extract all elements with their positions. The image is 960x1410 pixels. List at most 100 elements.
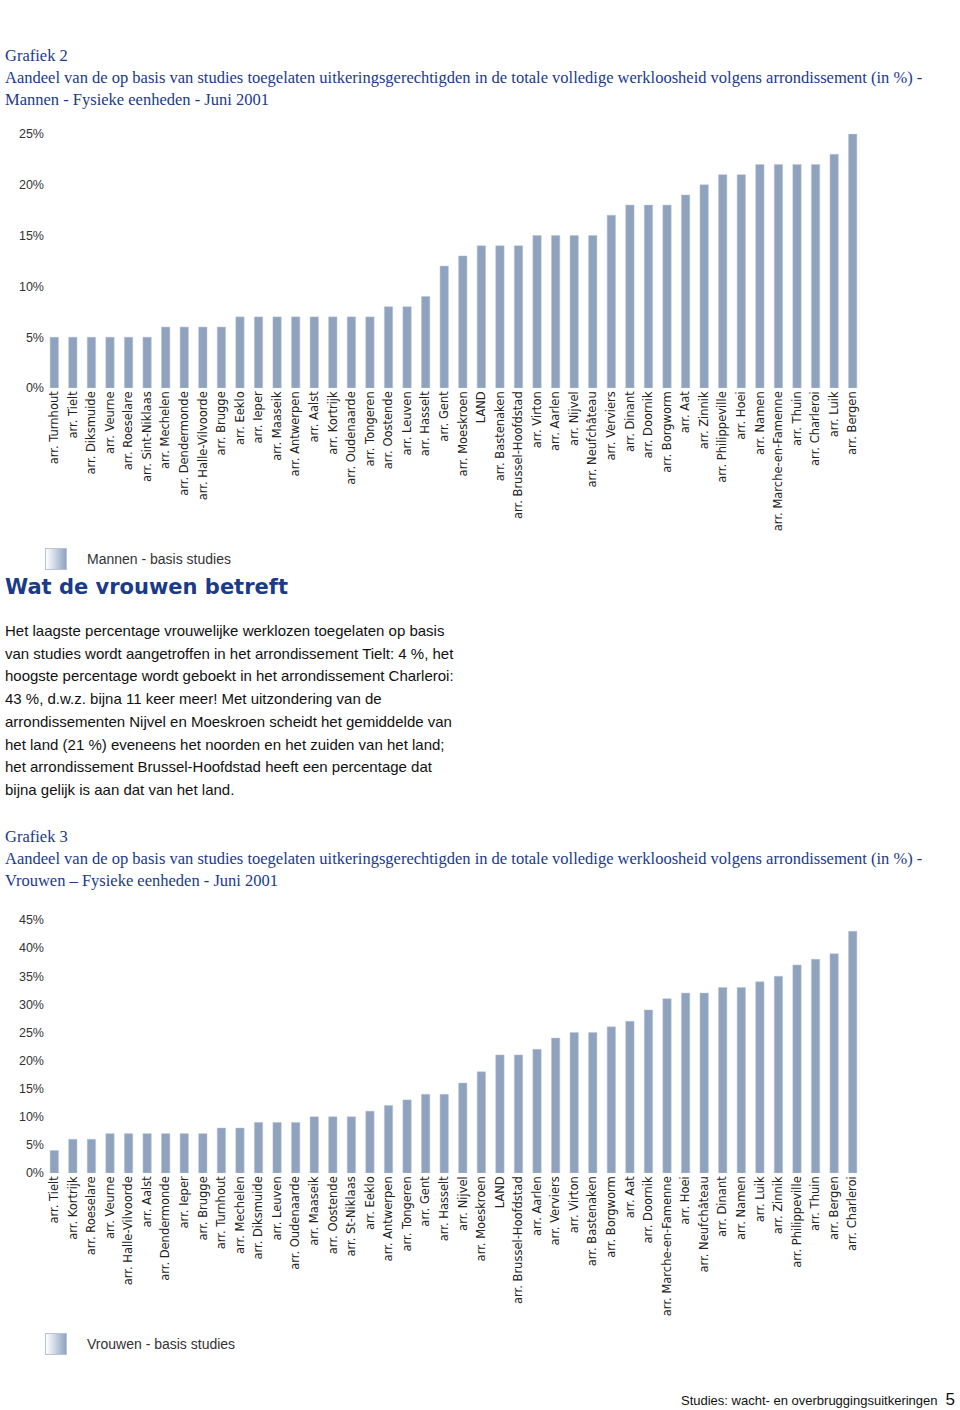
svg-text:arr. Hoei: arr. Hoei <box>734 391 748 440</box>
svg-text:arr. Namen: arr. Namen <box>753 391 767 455</box>
svg-text:arr. Verviers: arr. Verviers <box>604 391 618 460</box>
svg-text:arr. Verviers: arr. Verviers <box>548 1176 562 1245</box>
svg-text:arr. Leuven: arr. Leuven <box>270 1176 284 1240</box>
svg-text:10%: 10% <box>19 1110 44 1124</box>
svg-text:arr. Antwerpen: arr. Antwerpen <box>288 391 302 476</box>
svg-text:arr. Doornik: arr. Doornik <box>641 391 655 458</box>
svg-text:arr. Doornik: arr. Doornik <box>641 1176 655 1243</box>
svg-text:arr. Brugge: arr. Brugge <box>214 391 228 455</box>
svg-text:arr. Philippeville: arr. Philippeville <box>790 1176 804 1268</box>
svg-text:arr. Veurne: arr. Veurne <box>103 1176 117 1239</box>
svg-text:arr. Moeskroen: arr. Moeskroen <box>456 391 470 476</box>
svg-text:0%: 0% <box>26 1166 44 1180</box>
svg-text:arr. Kortrijk: arr. Kortrijk <box>66 1176 80 1240</box>
svg-text:arr. St-Niklaas: arr. St-Niklaas <box>344 1176 358 1256</box>
svg-text:arr. Hoei: arr. Hoei <box>678 1176 692 1225</box>
svg-text:arr. Dinant: arr. Dinant <box>623 391 637 452</box>
svg-text:arr. Oostende: arr. Oostende <box>326 1176 340 1254</box>
svg-text:arr. Roeselare: arr. Roeselare <box>84 1176 98 1255</box>
svg-text:arr. Brussel-Hoofdstad: arr. Brussel-Hoofdstad <box>511 391 525 519</box>
svg-text:30%: 30% <box>19 998 44 1012</box>
svg-text:arr. Zinnik: arr. Zinnik <box>697 391 711 449</box>
svg-text:arr. Virton: arr. Virton <box>530 391 544 448</box>
svg-text:arr. Virton: arr. Virton <box>567 1176 581 1233</box>
svg-text:arr. Turnhout: arr. Turnhout <box>47 391 61 465</box>
svg-text:arr. Mechelen: arr. Mechelen <box>233 1176 247 1254</box>
svg-text:arr. Tielt: arr. Tielt <box>66 391 80 439</box>
svg-text:arr. Bastenaken: arr. Bastenaken <box>585 1176 599 1266</box>
svg-text:arr. Aat: arr. Aat <box>678 391 692 433</box>
svg-text:arr. Luik: arr. Luik <box>753 1176 767 1222</box>
svg-text:arr. Moeskroen: arr. Moeskroen <box>474 1176 488 1261</box>
svg-text:15%: 15% <box>19 229 44 243</box>
svg-text:arr. Zinnik: arr. Zinnik <box>771 1176 785 1234</box>
svg-text:arr. Thuin: arr. Thuin <box>808 1176 822 1231</box>
svg-text:arr. Aat: arr. Aat <box>623 1176 637 1218</box>
svg-text:arr. Aalst: arr. Aalst <box>307 391 321 443</box>
svg-text:arr. Gent: arr. Gent <box>418 1176 432 1227</box>
svg-text:15%: 15% <box>19 1082 44 1096</box>
svg-text:arr. Luik: arr. Luik <box>827 391 841 437</box>
svg-text:arr. Halle-Vilvoorde: arr. Halle-Vilvoorde <box>121 1176 135 1285</box>
svg-text:45%: 45% <box>19 913 44 927</box>
svg-text:LAND: LAND <box>493 1176 507 1208</box>
svg-text:arr. Dendermonde: arr. Dendermonde <box>158 1176 172 1281</box>
svg-text:arr. Roeselare: arr. Roeselare <box>121 391 135 470</box>
svg-text:arr. Marche-en-Famenne: arr. Marche-en-Famenne <box>660 1176 674 1316</box>
svg-text:arr. Borgworm: arr. Borgworm <box>604 1176 618 1257</box>
svg-text:arr. Maaseik: arr. Maaseik <box>270 391 284 461</box>
svg-text:35%: 35% <box>19 970 44 984</box>
svg-text:arr. Antwerpen: arr. Antwerpen <box>381 1176 395 1261</box>
svg-text:arr. Aalst: arr. Aalst <box>140 1176 154 1228</box>
svg-text:arr. Brugge: arr. Brugge <box>196 1176 210 1240</box>
svg-text:arr. Charleroi: arr. Charleroi <box>808 391 822 466</box>
svg-text:0%: 0% <box>26 381 44 395</box>
svg-text:arr. Thuin: arr. Thuin <box>790 391 804 446</box>
svg-text:5%: 5% <box>26 331 44 345</box>
svg-text:25%: 25% <box>19 1026 44 1040</box>
svg-text:arr. Sint-Niklaas: arr. Sint-Niklaas <box>140 391 154 482</box>
svg-text:arr. Ieper: arr. Ieper <box>177 1176 191 1228</box>
svg-text:arr. Eeklo: arr. Eeklo <box>233 391 247 445</box>
svg-text:arr. Oudenaarde: arr. Oudenaarde <box>288 1176 302 1270</box>
svg-text:arr. Hasselt: arr. Hasselt <box>437 1176 451 1242</box>
svg-text:arr. Dendermonde: arr. Dendermonde <box>177 391 191 496</box>
svg-text:20%: 20% <box>19 178 44 192</box>
svg-text:arr. Ieper: arr. Ieper <box>251 391 265 443</box>
svg-text:arr. Turnhout: arr. Turnhout <box>214 1176 228 1250</box>
svg-text:arr. Borgworm: arr. Borgworm <box>660 391 674 472</box>
svg-text:arr. Halle-Vilvoorde: arr. Halle-Vilvoorde <box>196 391 210 500</box>
svg-text:arr. Tongeren: arr. Tongeren <box>363 391 377 466</box>
svg-text:arr. Bergen: arr. Bergen <box>827 1176 841 1240</box>
svg-text:arr. Tongeren: arr. Tongeren <box>400 1176 414 1251</box>
svg-text:arr. Brussel-Hoofdstad: arr. Brussel-Hoofdstad <box>511 1176 525 1304</box>
svg-text:arr. Veurne: arr. Veurne <box>103 391 117 454</box>
svg-text:arr. Marche-en-Famenne: arr. Marche-en-Famenne <box>771 391 785 531</box>
svg-text:arr. Aarlen: arr. Aarlen <box>530 1176 544 1236</box>
svg-text:arr. Oudenaarde: arr. Oudenaarde <box>344 391 358 485</box>
svg-text:LAND: LAND <box>474 391 488 423</box>
svg-text:arr. Mechelen: arr. Mechelen <box>158 391 172 469</box>
svg-text:25%: 25% <box>19 127 44 141</box>
svg-text:5%: 5% <box>26 1138 44 1152</box>
svg-text:arr. Bastenaken: arr. Bastenaken <box>493 391 507 481</box>
svg-text:arr. Hasselt: arr. Hasselt <box>418 391 432 457</box>
svg-text:arr. Gent: arr. Gent <box>437 391 451 442</box>
svg-text:10%: 10% <box>19 280 44 294</box>
svg-text:arr. Neufchâteau: arr. Neufchâteau <box>585 391 599 487</box>
svg-text:arr. Aarlen: arr. Aarlen <box>548 391 562 451</box>
svg-text:40%: 40% <box>19 941 44 955</box>
svg-text:arr. Diksmuide: arr. Diksmuide <box>84 391 98 474</box>
svg-text:arr. Neufchâteau: arr. Neufchâteau <box>697 1176 711 1272</box>
svg-text:arr. Bergen: arr. Bergen <box>845 391 859 455</box>
svg-text:arr. Nijvel: arr. Nijvel <box>456 1176 470 1231</box>
svg-text:arr. Kortrijk: arr. Kortrijk <box>326 391 340 455</box>
svg-text:20%: 20% <box>19 1054 44 1068</box>
svg-text:arr. Charleroi: arr. Charleroi <box>845 1176 859 1251</box>
svg-text:arr. Nijvel: arr. Nijvel <box>567 391 581 446</box>
svg-text:arr. Dinant: arr. Dinant <box>715 1176 729 1237</box>
svg-text:arr. Namen: arr. Namen <box>734 1176 748 1240</box>
svg-text:arr. Diksmuide: arr. Diksmuide <box>251 1176 265 1259</box>
svg-text:arr. Philippeville: arr. Philippeville <box>715 391 729 483</box>
svg-text:arr. Eeklo: arr. Eeklo <box>363 1176 377 1230</box>
